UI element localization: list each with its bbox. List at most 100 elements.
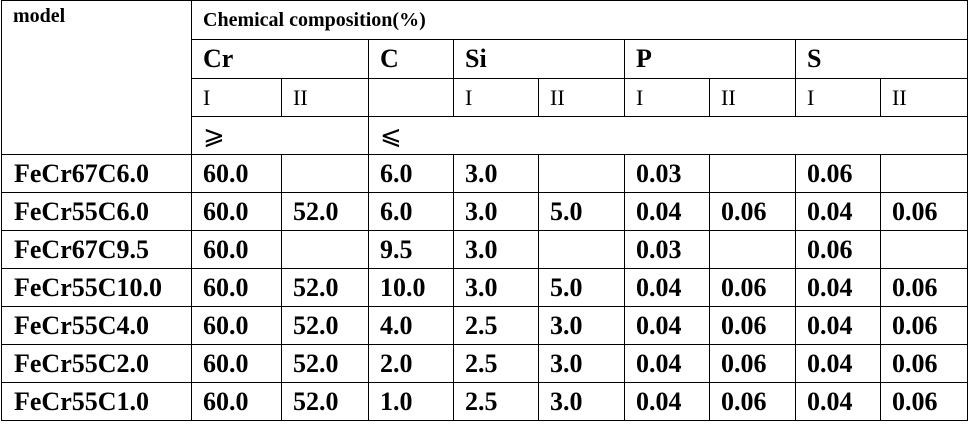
value-cell-cr-2: 52.0 bbox=[281, 268, 369, 307]
value-cell-si-1: 3.0 bbox=[453, 230, 539, 269]
value-cell-p-2: 0.06 bbox=[709, 344, 796, 383]
grade-header-s-2: II bbox=[879, 78, 968, 117]
grade-header-cr-1: I bbox=[191, 78, 282, 117]
table-header: model Chemical composition(%) Cr C Si P … bbox=[1, 0, 968, 155]
value-cell-si-1: 3.0 bbox=[453, 268, 539, 307]
value-cell-si-2 bbox=[538, 154, 625, 193]
value-cell-s-2: 0.06 bbox=[879, 344, 968, 383]
value-cell-si-2: 3.0 bbox=[538, 382, 625, 421]
value-cell-s-1: 0.04 bbox=[795, 382, 881, 421]
value-cell-c: 6.0 bbox=[368, 154, 454, 193]
grade-header-p-2: II bbox=[709, 78, 796, 117]
value-cell-cr-2: 52.0 bbox=[281, 306, 369, 345]
value-cell-cr-1: 60.0 bbox=[191, 230, 282, 269]
value-cell-p-1: 0.03 bbox=[624, 230, 710, 269]
value-cell-s-2: 0.06 bbox=[879, 306, 968, 345]
value-cell-c: 2.0 bbox=[368, 344, 454, 383]
table-row: FeCr67C6.0 60.0 6.0 3.0 0.03 0.06 bbox=[1, 154, 968, 193]
value-cell-s-1: 0.04 bbox=[795, 306, 881, 345]
value-cell-p-2: 0.06 bbox=[709, 268, 796, 307]
value-cell-si-2: 3.0 bbox=[538, 306, 625, 345]
model-cell: FeCr55C6.0 bbox=[1, 192, 192, 231]
grade-header-s-1: I bbox=[795, 78, 881, 117]
value-cell-cr-2 bbox=[281, 230, 369, 269]
limit-max-symbol: ⩽ bbox=[367, 116, 968, 155]
value-cell-cr-1: 60.0 bbox=[191, 154, 282, 193]
header-row-title: model Chemical composition(%) bbox=[1, 0, 968, 155]
value-cell-p-2: 0.06 bbox=[709, 306, 796, 345]
value-cell-si-2: 3.0 bbox=[538, 344, 625, 383]
header-row-limits: ⩾ ⩽ bbox=[2, 116, 968, 155]
value-cell-s-1: 0.04 bbox=[795, 192, 881, 231]
table-row: FeCr67C9.5 60.0 9.5 3.0 0.03 0.06 bbox=[1, 230, 968, 269]
value-cell-p-2 bbox=[709, 154, 796, 193]
value-cell-s-1: 0.04 bbox=[795, 344, 881, 383]
model-column-header: model bbox=[1, 0, 192, 155]
element-header-s: S bbox=[794, 39, 968, 79]
table-row: FeCr55C1.0 60.0 52.0 1.0 2.5 3.0 0.04 0.06 0.04 0… bbox=[1, 382, 968, 421]
value-cell-p-1: 0.04 bbox=[624, 268, 710, 307]
model-cell: FeCr67C6.0 bbox=[1, 154, 192, 193]
value-cell-p-1: 0.03 bbox=[624, 154, 710, 193]
value-cell-cr-1: 60.0 bbox=[191, 382, 282, 421]
element-header-si: Si bbox=[453, 39, 625, 79]
value-cell-s-1: 0.04 bbox=[795, 268, 881, 307]
value-cell-cr-2: 52.0 bbox=[281, 382, 369, 421]
element-header-p: P bbox=[624, 39, 796, 79]
value-cell-p-1: 0.04 bbox=[624, 344, 710, 383]
model-cell: FeCr55C10.0 bbox=[1, 268, 192, 307]
model-cell: FeCr55C2.0 bbox=[1, 344, 192, 383]
header-row-grades: I II I II I II I II bbox=[2, 78, 968, 117]
value-cell-cr-2: 52.0 bbox=[281, 344, 369, 383]
element-header-cr: Cr bbox=[191, 39, 369, 79]
table-row: FeCr55C6.0 60.0 52.0 6.0 3.0 5.0 0.04 0.06 0.04 0… bbox=[1, 192, 968, 231]
table-row: FeCr55C10.0 60.0 52.0 10.0 3.0 5.0 0.04 0.06 0.0… bbox=[1, 268, 968, 307]
value-cell-cr-1: 60.0 bbox=[191, 268, 282, 307]
value-cell-cr-1: 60.0 bbox=[191, 192, 282, 231]
value-cell-p-1: 0.04 bbox=[624, 192, 710, 231]
table-row: FeCr55C2.0 60.0 52.0 2.0 2.5 3.0 0.04 0.06 0.04 0… bbox=[1, 344, 968, 383]
element-header-c: C bbox=[368, 39, 454, 79]
value-cell-si-1: 3.0 bbox=[453, 154, 539, 193]
value-cell-s-2: 0.06 bbox=[879, 268, 968, 307]
value-cell-c: 1.0 bbox=[368, 382, 454, 421]
grade-header-cr-2: II bbox=[281, 78, 369, 117]
value-cell-s-2 bbox=[879, 230, 968, 269]
value-cell-p-1: 0.04 bbox=[624, 382, 710, 421]
grade-header-p-1: I bbox=[624, 78, 710, 117]
value-cell-c: 9.5 bbox=[368, 230, 454, 269]
value-cell-s-2: 0.06 bbox=[879, 192, 968, 231]
value-cell-cr-2 bbox=[281, 154, 369, 193]
model-cell: FeCr55C4.0 bbox=[1, 306, 192, 345]
value-cell-s-1: 0.06 bbox=[795, 154, 881, 193]
value-cell-c: 10.0 bbox=[368, 268, 454, 307]
value-cell-si-2: 5.0 bbox=[538, 268, 625, 307]
value-cell-p-2 bbox=[709, 230, 796, 269]
table-body: FeCr67C6.0 60.0 6.0 3.0 0.03 0.06 FeCr55C6.0 60… bbox=[1, 154, 968, 421]
value-cell-cr-1: 60.0 bbox=[191, 344, 282, 383]
value-cell-p-2: 0.06 bbox=[709, 382, 796, 421]
value-cell-s-2: 0.06 bbox=[879, 382, 968, 421]
model-cell: FeCr67C9.5 bbox=[1, 230, 192, 269]
value-cell-cr-1: 60.0 bbox=[191, 306, 282, 345]
value-cell-s-1: 0.06 bbox=[795, 230, 881, 269]
value-cell-si-1: 3.0 bbox=[453, 192, 539, 231]
table-row: FeCr55C4.0 60.0 52.0 4.0 2.5 3.0 0.04 0.06 0.04 0… bbox=[1, 306, 968, 345]
value-cell-p-1: 0.04 bbox=[624, 306, 710, 345]
chemical-composition-header: Chemical composition(%) bbox=[190, 0, 968, 40]
value-cell-cr-2: 52.0 bbox=[281, 192, 369, 231]
grade-header-si-1: I bbox=[453, 78, 539, 117]
value-cell-c: 6.0 bbox=[368, 192, 454, 231]
grade-header-si-2: II bbox=[538, 78, 625, 117]
value-cell-si-2: 5.0 bbox=[538, 192, 625, 231]
value-cell-si-1: 2.5 bbox=[453, 306, 539, 345]
value-cell-s-2 bbox=[879, 154, 968, 193]
value-cell-si-1: 2.5 bbox=[453, 344, 539, 383]
header-row-elements: Cr C Si P S bbox=[2, 39, 968, 79]
grade-header-c-empty bbox=[368, 78, 454, 117]
model-cell: FeCr55C1.0 bbox=[1, 382, 192, 421]
value-cell-p-2: 0.06 bbox=[709, 192, 796, 231]
value-cell-c: 4.0 bbox=[368, 306, 454, 345]
value-cell-si-1: 2.5 bbox=[453, 382, 539, 421]
